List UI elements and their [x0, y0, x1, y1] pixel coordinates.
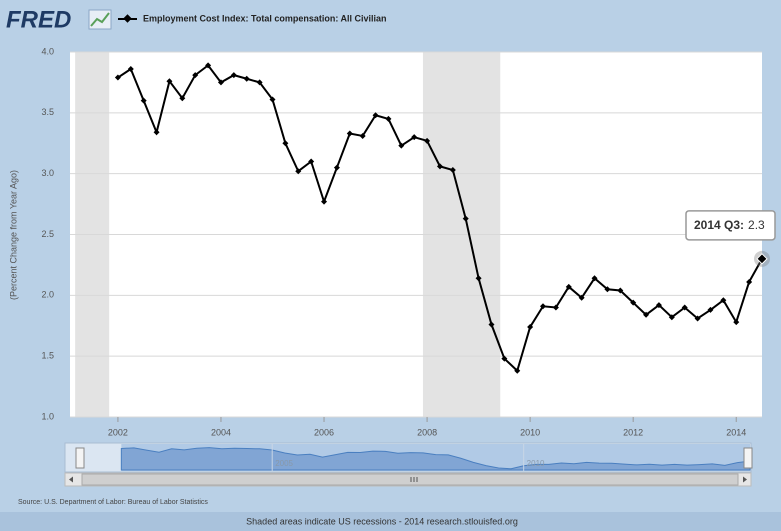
tooltip-box — [685, 210, 776, 241]
marker — [385, 115, 392, 122]
tooltip-value: 2.3 — [748, 218, 765, 232]
marker — [372, 112, 379, 119]
navigator-tick-label: 2010 — [527, 459, 545, 468]
marker — [295, 168, 302, 175]
marker — [140, 97, 147, 104]
marker — [230, 72, 237, 79]
marker — [217, 79, 224, 86]
x-tick-label: 2008 — [417, 427, 437, 437]
marker — [540, 303, 547, 310]
marker — [756, 253, 768, 265]
y-tick-label: 4.0 — [41, 46, 54, 56]
marker — [501, 355, 508, 362]
marker — [565, 283, 572, 290]
marker — [127, 66, 134, 73]
marker — [514, 367, 521, 374]
marker — [630, 299, 637, 306]
footer-bar — [0, 512, 781, 531]
marker — [192, 72, 199, 79]
y-tick-label: 2.5 — [41, 229, 54, 239]
scroll-right[interactable] — [743, 476, 747, 483]
y-tick-label: 2.0 — [41, 290, 54, 300]
marker — [591, 275, 598, 282]
logo: FRED — [6, 6, 71, 33]
y-tick-label: 1.0 — [41, 411, 54, 421]
x-tick-label: 2006 — [314, 427, 334, 437]
marker — [359, 132, 366, 139]
marker — [333, 164, 340, 171]
marker — [604, 286, 611, 293]
y-tick-label: 3.0 — [41, 168, 54, 178]
marker — [578, 294, 585, 301]
marker — [321, 198, 328, 205]
marker — [179, 95, 186, 102]
navigator-layer: 2005 2010 — [120, 444, 751, 471]
marker — [475, 275, 482, 282]
marker — [617, 287, 624, 294]
x-tick-label: 2010 — [520, 427, 540, 437]
y-axis-label: (Percent Change from Year Ago) — [8, 170, 18, 300]
navigator-tick-label: 2005 — [275, 459, 293, 468]
x-tick-label: 2004 — [211, 427, 231, 437]
marker — [462, 215, 469, 222]
logo-icon-line — [90, 12, 110, 27]
marker — [488, 321, 495, 328]
chart-layer: 1.0 1.5 2.0 2.5 3.0 3.5 4.0 2002 2004 2006 2008 201… — [41, 46, 776, 437]
marker — [346, 130, 353, 137]
x-tick-label: 2002 — [108, 427, 128, 437]
y-tick-label: 1.5 — [41, 351, 54, 361]
footer: Shaded areas indicate US recessions - 20… — [246, 516, 518, 526]
marker — [436, 163, 443, 170]
marker — [424, 137, 431, 144]
marker — [308, 158, 315, 165]
logo-icon — [88, 9, 112, 30]
tooltip-label: 2014 Q3: — [694, 218, 744, 232]
marker — [166, 78, 173, 85]
marker — [205, 62, 212, 69]
marker — [733, 319, 740, 326]
marker — [256, 79, 263, 86]
marker — [707, 306, 714, 313]
marker — [269, 96, 276, 103]
x-tick-label: 2014 — [726, 427, 746, 437]
marker — [655, 302, 662, 309]
marker — [411, 134, 418, 141]
legend-title: Employment Cost Index: Total compensatio… — [143, 13, 387, 23]
scroll-left[interactable] — [69, 476, 73, 483]
marker — [552, 304, 559, 311]
x-tick-label: 2012 — [623, 427, 643, 437]
marker — [694, 315, 701, 322]
marker — [668, 314, 675, 321]
marker — [153, 129, 160, 136]
scrollbar-grip — [410, 477, 418, 482]
marker — [114, 74, 121, 81]
navigator — [64, 442, 752, 473]
marker — [282, 140, 289, 147]
navigator-handle[interactable] — [743, 447, 753, 469]
marker — [527, 323, 534, 330]
marker — [243, 75, 250, 82]
navigator-area — [120, 447, 751, 471]
marker — [720, 297, 727, 304]
marker — [643, 311, 650, 318]
marker — [746, 278, 753, 285]
marker — [449, 167, 456, 174]
marker — [681, 304, 688, 311]
source: Source: U.S. Department of Labor: Bureau… — [18, 499, 208, 506]
y-tick-label: 3.5 — [41, 107, 54, 117]
scrollbar-thumb[interactable] — [81, 473, 739, 486]
navigator-handle[interactable] — [75, 447, 85, 469]
marker — [398, 142, 405, 149]
